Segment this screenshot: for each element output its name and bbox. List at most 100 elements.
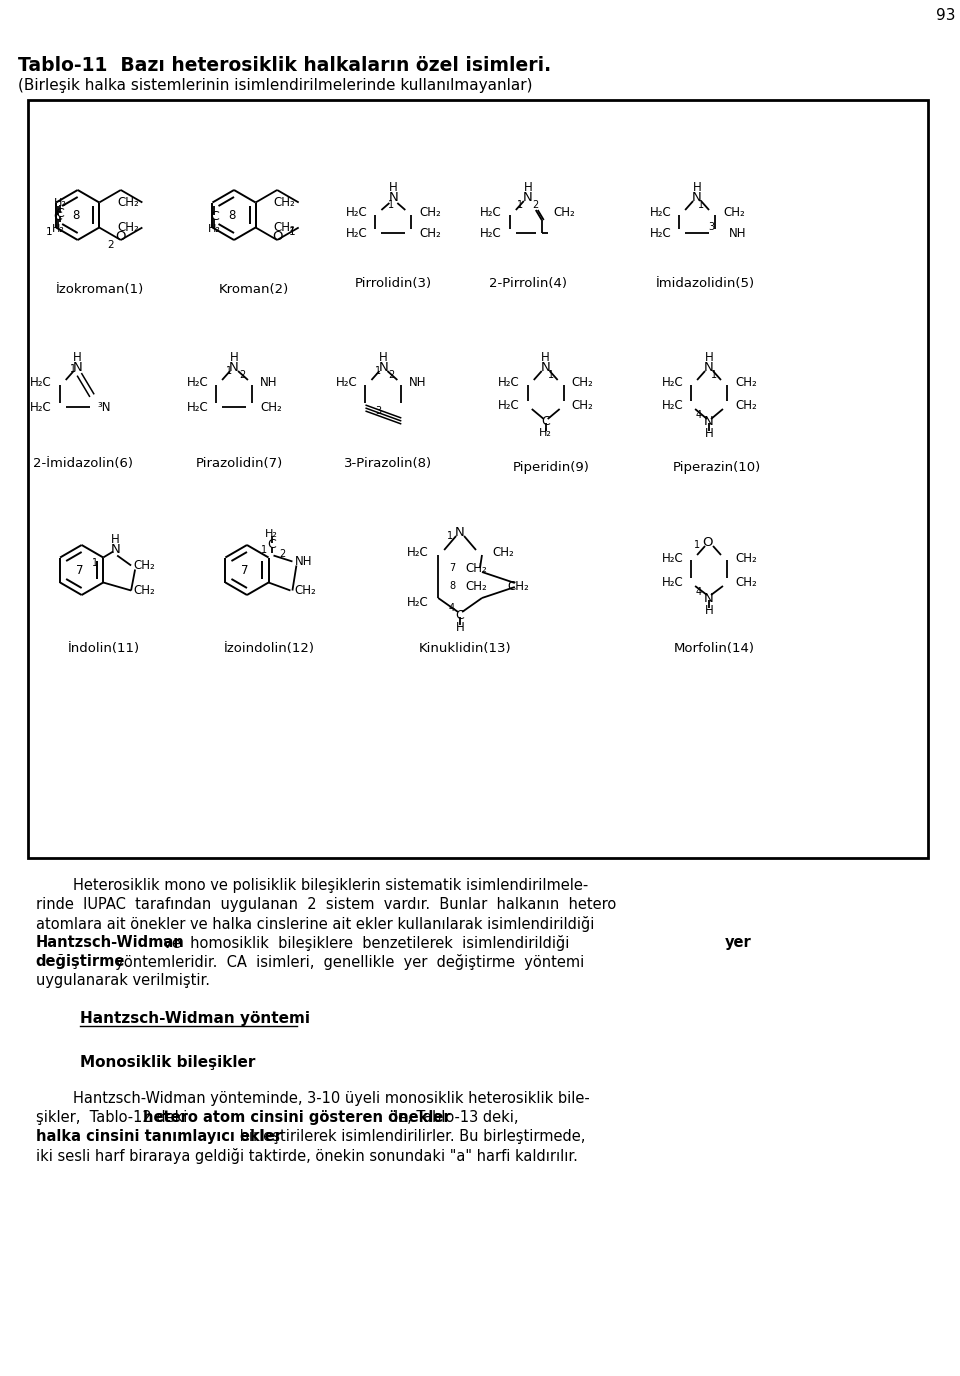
Text: 1: 1 — [260, 545, 267, 555]
Text: CH₂: CH₂ — [133, 583, 155, 597]
Text: H₂C: H₂C — [661, 376, 684, 388]
Text: halka cinsini tanımlayıcı ekler: halka cinsini tanımlayıcı ekler — [36, 1128, 282, 1143]
Text: hetero atom cinsini gösteren önekler: hetero atom cinsini gösteren önekler — [143, 1110, 451, 1126]
Text: O: O — [115, 230, 126, 242]
Text: 1: 1 — [46, 227, 53, 237]
Text: C: C — [56, 206, 64, 220]
Text: 3-Pirazolin(8): 3-Pirazolin(8) — [345, 457, 432, 469]
Text: C: C — [210, 211, 219, 223]
Text: C: C — [541, 414, 550, 428]
Text: Pirrolidin(3): Pirrolidin(3) — [355, 277, 432, 289]
Text: Monosiklik bileşikler: Monosiklik bileşikler — [80, 1055, 255, 1071]
Text: H: H — [693, 180, 702, 194]
Text: CH₂: CH₂ — [465, 579, 487, 593]
Text: şikler,  Tablo-12 deki: şikler, Tablo-12 deki — [36, 1110, 192, 1126]
Text: CH₂: CH₂ — [420, 205, 441, 219]
Text: NH: NH — [409, 376, 427, 388]
Text: H₂C: H₂C — [498, 399, 519, 411]
Text: CH₂: CH₂ — [735, 575, 756, 589]
Text: H₂C: H₂C — [661, 552, 684, 564]
Text: 4: 4 — [449, 603, 455, 612]
Text: H₂C: H₂C — [186, 400, 208, 414]
Text: H: H — [705, 427, 713, 439]
Text: 93: 93 — [936, 7, 955, 22]
Text: 1: 1 — [694, 539, 700, 550]
Text: 1: 1 — [375, 366, 381, 376]
Text: N: N — [523, 190, 533, 204]
Text: H₂C: H₂C — [650, 205, 671, 219]
Text: İmidazolidin(5): İmidazolidin(5) — [656, 277, 755, 289]
Text: NH: NH — [729, 227, 747, 239]
Text: N: N — [704, 414, 714, 428]
Text: 2: 2 — [279, 549, 285, 559]
Text: H₂: H₂ — [54, 198, 66, 208]
Text: CH₂: CH₂ — [274, 222, 296, 234]
Text: H₂C: H₂C — [498, 376, 519, 388]
Text: H: H — [229, 351, 238, 363]
Text: CH₂: CH₂ — [554, 205, 575, 219]
Text: H₂C: H₂C — [406, 545, 428, 559]
Text: 1: 1 — [288, 227, 295, 237]
Text: 1: 1 — [516, 200, 523, 211]
Text: ³N: ³N — [98, 400, 111, 414]
Text: H₂C: H₂C — [661, 399, 684, 411]
Text: iki sesli harf biraraya geldiği taktirde, önekin sonundaki "a" harfi kaldırılır.: iki sesli harf biraraya geldiği taktirde… — [36, 1148, 578, 1164]
Text: 2-Pirrolin(4): 2-Pirrolin(4) — [489, 277, 566, 289]
Text: N: N — [455, 526, 465, 538]
Text: H₂: H₂ — [208, 223, 221, 234]
Text: 1: 1 — [226, 366, 232, 376]
Text: H₂C: H₂C — [346, 205, 368, 219]
Text: CH₂: CH₂ — [420, 227, 441, 239]
Text: H₂: H₂ — [52, 223, 64, 234]
Text: 1: 1 — [447, 531, 453, 541]
Text: 1: 1 — [711, 370, 717, 380]
Text: H: H — [705, 351, 713, 363]
Text: 2: 2 — [533, 200, 539, 211]
Text: NH: NH — [260, 376, 277, 388]
Text: H₂C: H₂C — [346, 227, 368, 239]
Text: CH₂: CH₂ — [735, 552, 756, 564]
Text: N: N — [704, 361, 714, 373]
Text: CH₂: CH₂ — [117, 195, 139, 209]
Text: CH₂: CH₂ — [492, 545, 514, 559]
Text: N: N — [378, 361, 388, 373]
Text: H: H — [541, 351, 550, 363]
Text: 7: 7 — [241, 564, 249, 577]
Text: H₂C: H₂C — [30, 400, 52, 414]
Text: NH: NH — [295, 555, 312, 568]
Text: C: C — [456, 608, 465, 622]
Text: H₂C: H₂C — [186, 376, 208, 388]
Text: 3: 3 — [375, 406, 381, 416]
Text: H₂: H₂ — [540, 428, 552, 438]
Text: H₂C: H₂C — [650, 227, 671, 239]
Text: Pirazolidin(7): Pirazolidin(7) — [196, 457, 282, 469]
Text: H₂C: H₂C — [406, 596, 428, 608]
Text: yer: yer — [725, 936, 752, 949]
Text: 1: 1 — [70, 365, 76, 374]
Text: Kinuklidin(13): Kinuklidin(13) — [419, 641, 512, 655]
Text: Kroman(2): Kroman(2) — [219, 282, 289, 296]
Text: H: H — [73, 351, 82, 363]
Text: O: O — [702, 535, 712, 549]
Text: le, Tablo-13 deki,: le, Tablo-13 deki, — [395, 1110, 518, 1126]
Text: CH₂: CH₂ — [260, 400, 281, 414]
Text: (Birleşik halka sistemlerinin isimlendirilmelerinde kullanılmayanlar): (Birleşik halka sistemlerinin isimlendir… — [18, 78, 533, 94]
Text: H: H — [705, 604, 713, 616]
Text: H₂: H₂ — [265, 528, 278, 538]
Text: uygulanarak verilmiştir.: uygulanarak verilmiştir. — [36, 973, 210, 988]
Text: N: N — [73, 361, 83, 373]
Text: İndolin(11): İndolin(11) — [67, 641, 139, 655]
Text: 7: 7 — [76, 564, 84, 577]
Text: 2-İmidazolin(6): 2-İmidazolin(6) — [33, 457, 132, 469]
Text: C: C — [267, 538, 276, 550]
Text: CH₂: CH₂ — [133, 559, 155, 572]
Text: N: N — [229, 361, 239, 373]
Text: N: N — [540, 361, 551, 373]
Text: Hantzsch-Widman: Hantzsch-Widman — [36, 936, 184, 949]
Text: N: N — [110, 544, 120, 556]
Text: CH₂: CH₂ — [571, 376, 593, 388]
Text: Hantzsch-Widman yöntemi: Hantzsch-Widman yöntemi — [80, 1011, 310, 1026]
Text: CH₂: CH₂ — [735, 399, 756, 411]
Text: 4: 4 — [696, 588, 702, 597]
Text: 4: 4 — [696, 410, 702, 420]
